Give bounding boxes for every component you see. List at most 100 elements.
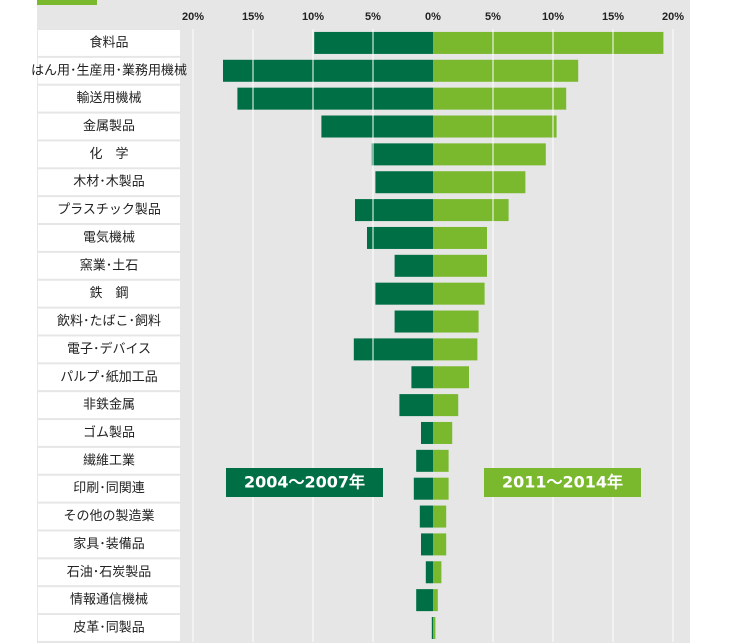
category-label: 非鉄金属 (83, 397, 135, 413)
label-cell (38, 336, 180, 363)
x-tick-label: 20% (182, 11, 204, 23)
label-cell (38, 30, 180, 56)
label-cell (38, 420, 180, 446)
bar (433, 589, 438, 612)
label-cell (38, 141, 180, 168)
category-label: 鉄 鋼 (89, 286, 128, 301)
label-cell (38, 85, 180, 112)
category-label: 化 学 (89, 146, 128, 162)
x-tick-label: 15% (242, 11, 264, 23)
legend-label: 2004～2007年 (244, 473, 365, 492)
bar (433, 59, 579, 82)
label-cell (38, 392, 180, 419)
label-cell (38, 531, 180, 558)
bar (433, 477, 449, 500)
bar (433, 421, 453, 444)
category-label: 印刷･同関連 (73, 481, 145, 496)
bar (433, 143, 546, 166)
bar (416, 589, 433, 612)
bar (394, 254, 433, 277)
category-label: プラスチック製品 (57, 203, 161, 218)
bar (314, 31, 433, 54)
label-cell (38, 280, 180, 307)
legend-label: 2011～2014年 (502, 473, 623, 492)
bar (394, 310, 433, 333)
bar (433, 616, 436, 639)
bar (367, 226, 433, 249)
category-label: 電子･デバイス (67, 341, 151, 357)
label-cell (38, 615, 180, 641)
bar (375, 282, 433, 305)
bar (399, 394, 433, 417)
category-label: 石油･石炭製品 (67, 565, 152, 580)
label-cell (38, 197, 180, 224)
bar (433, 310, 479, 333)
x-tick-label: 5% (485, 11, 501, 23)
category-label: パルプ･紙加工品 (60, 370, 158, 385)
x-tick-label: 10% (542, 11, 564, 23)
bar (433, 282, 485, 305)
label-cell (38, 57, 180, 84)
bar (433, 366, 469, 389)
label-cell (38, 225, 180, 251)
label-cell (38, 559, 180, 586)
bar (411, 366, 433, 389)
category-label: 皮革･同製品 (73, 620, 145, 635)
category-label: はん用･生産用･業務用機械 (31, 62, 187, 78)
category-label: 輸送用機械 (76, 91, 141, 106)
bar (433, 533, 447, 556)
bar (433, 338, 478, 361)
decoration (37, 0, 97, 5)
legend-box (484, 468, 641, 497)
label-cell (38, 308, 180, 335)
category-label: 電気機械 (83, 229, 135, 245)
bar (433, 31, 664, 54)
bar (433, 254, 487, 277)
category-label: 情報通信機械 (70, 593, 148, 608)
bar (353, 338, 433, 361)
bar (375, 171, 433, 194)
label-cell (38, 169, 180, 196)
label-cell (38, 475, 180, 502)
category-label: 窯業･土石 (80, 257, 139, 273)
x-tick-label: 5% (365, 11, 381, 23)
bar (433, 199, 509, 222)
bar (421, 533, 433, 556)
x-tick-label: 20% (662, 11, 684, 23)
bar (433, 87, 567, 110)
legend-box (226, 468, 383, 497)
bar (421, 421, 433, 444)
bar (433, 449, 449, 472)
label-cell (38, 503, 180, 530)
category-label: 家具･装備品 (73, 536, 145, 552)
category-label: 飲料･たばこ･飼料 (57, 313, 161, 329)
bar (433, 505, 447, 528)
category-label: 木材･木製品 (73, 175, 145, 190)
bar (355, 199, 433, 222)
x-tick-label: 0% (425, 11, 441, 23)
category-label: 繊維工業 (83, 452, 135, 468)
bar (433, 394, 459, 417)
bar (237, 87, 433, 110)
label-cell (38, 364, 180, 391)
bar (425, 561, 433, 584)
x-tick-label: 10% (302, 11, 324, 23)
bar (416, 449, 433, 472)
x-tick-label: 15% (602, 11, 624, 23)
category-label: その他の製造業 (63, 508, 154, 524)
bar (433, 115, 557, 138)
bar (413, 477, 433, 500)
bar (433, 226, 487, 249)
bar (419, 505, 433, 528)
bar (433, 171, 526, 194)
label-cell (38, 252, 180, 279)
category-label: 食料品 (89, 34, 128, 50)
bar (371, 143, 433, 166)
label-cell (38, 113, 180, 140)
bar (321, 115, 433, 138)
bar (223, 59, 433, 82)
bar (433, 561, 442, 584)
label-cell (38, 447, 180, 474)
label-cell (38, 587, 180, 614)
